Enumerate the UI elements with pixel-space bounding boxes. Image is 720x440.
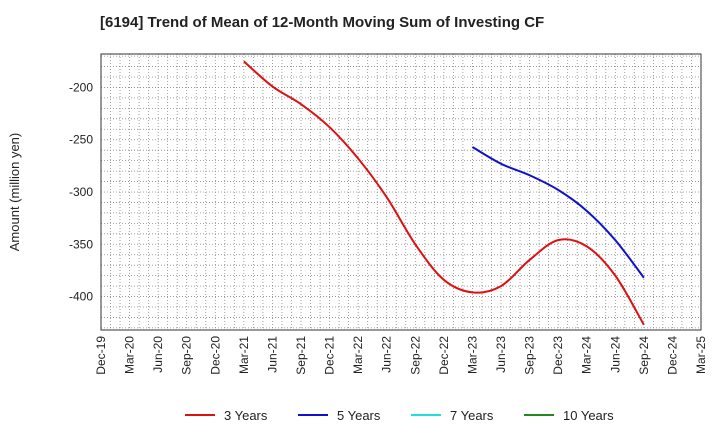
legend-label: 5 Years <box>337 408 381 423</box>
x-tick-label: Mar-22 <box>351 336 365 374</box>
chart-title: [6194] Trend of Mean of 12-Month Moving … <box>100 14 545 31</box>
legend-item-7-years: 7 Years <box>411 408 494 423</box>
legend-item-5-years: 5 Years <box>298 408 381 423</box>
y-tick-label: -300 <box>69 185 93 199</box>
x-tick-label: Jun-20 <box>151 336 165 373</box>
x-tick-label: Sep-22 <box>408 336 422 375</box>
x-tick-label: Sep-23 <box>523 336 537 375</box>
series-line-5-years <box>471 146 645 279</box>
x-tick-label: Dec-20 <box>208 336 222 375</box>
x-tick-label: Jun-24 <box>608 336 622 373</box>
legend-label: 10 Years <box>563 408 614 423</box>
plot-area-frame <box>100 53 702 331</box>
series-lines <box>243 60 645 326</box>
grid <box>101 54 701 330</box>
y-tick-label: -200 <box>69 80 93 94</box>
x-tick-label: Sep-20 <box>180 336 194 375</box>
legend: 3 Years 5 Years 7 Years 10 Years <box>185 408 614 423</box>
x-tick-label: Dec-23 <box>551 336 565 375</box>
x-tick-label: Mar-25 <box>694 336 708 374</box>
y-axis-title: Amount (million yen) <box>7 133 22 252</box>
y-tick-label: -350 <box>69 237 93 251</box>
x-tick-label: Jun-23 <box>494 336 508 373</box>
x-tick-label: Mar-23 <box>465 336 479 374</box>
y-tick-label: -400 <box>69 290 93 304</box>
series-line-3-years <box>243 60 645 326</box>
legend-label: 3 Years <box>224 408 268 423</box>
x-tick-label: Jun-21 <box>265 336 279 373</box>
x-tick-label: Dec-24 <box>665 336 679 375</box>
x-tick-label: Sep-21 <box>294 336 308 375</box>
y-axis-tick-labels: -200 -250 -300 -350 -400 <box>69 80 93 303</box>
x-tick-label: Mar-24 <box>580 336 594 374</box>
x-tick-label: Mar-21 <box>237 336 251 374</box>
x-tick-label: Jun-22 <box>380 336 394 373</box>
legend-item-3-years: 3 Years <box>185 408 268 423</box>
legend-label: 7 Years <box>450 408 494 423</box>
x-tick-label: Sep-24 <box>637 336 651 375</box>
x-tick-label: Dec-22 <box>437 336 451 375</box>
y-tick-label: -250 <box>69 133 93 147</box>
x-tick-label: Dec-19 <box>94 336 108 375</box>
x-axis-tick-labels: Dec-19 Mar-20 Jun-20 Sep-20 Dec-20 Mar-21 Jun-… <box>94 336 708 375</box>
legend-item-10-years: 10 Years <box>524 408 614 423</box>
x-tick-label: Mar-20 <box>123 336 137 374</box>
x-tick-label: Dec-21 <box>323 336 337 375</box>
